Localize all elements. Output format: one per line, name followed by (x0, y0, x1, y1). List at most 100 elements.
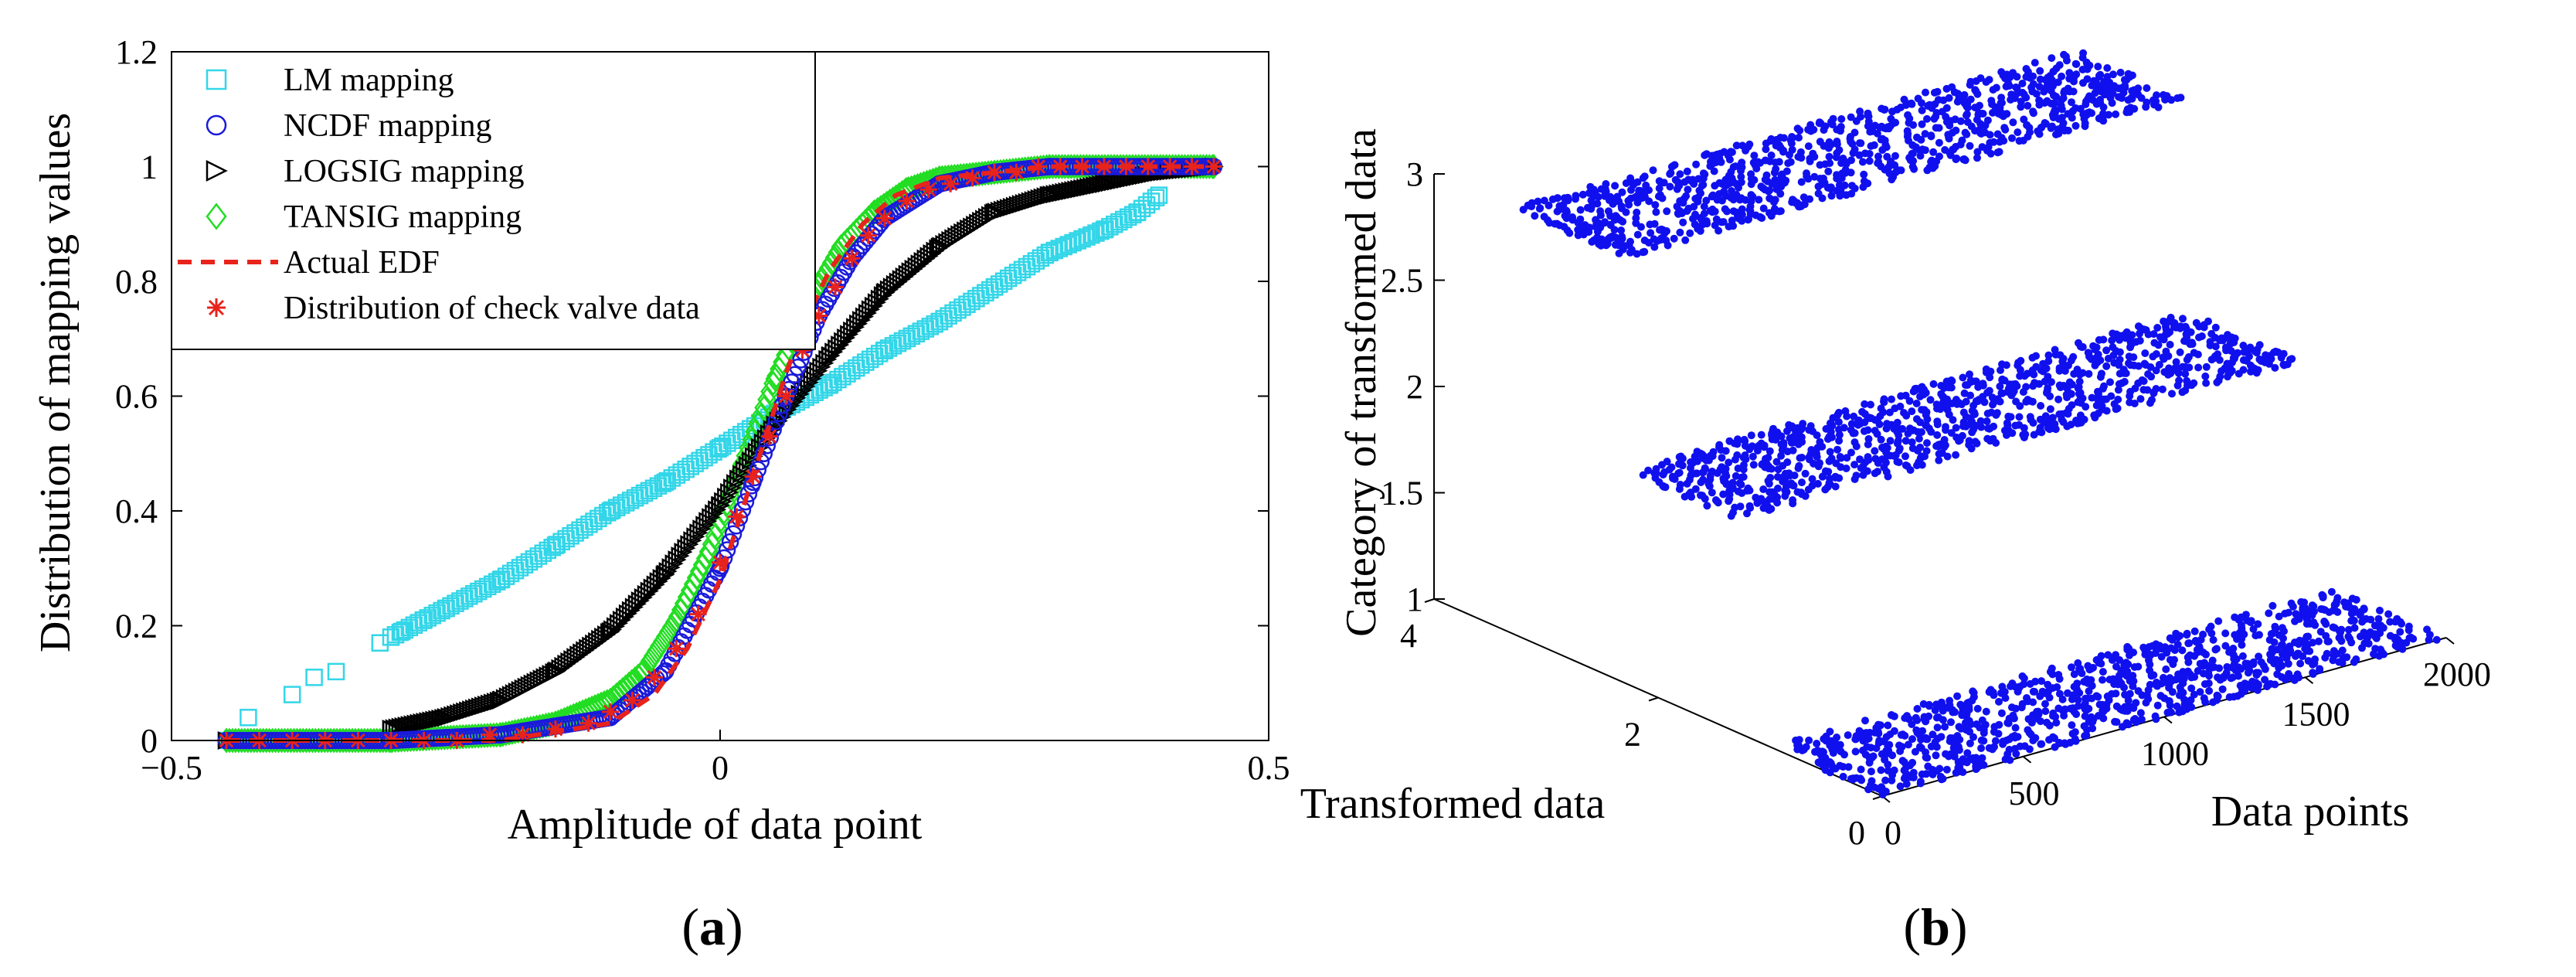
panel-b-point (2204, 662, 2212, 670)
panel-b-point (1947, 429, 1956, 437)
panel-b-point (2081, 732, 2089, 740)
panel-b-point (2200, 323, 2208, 332)
panel-a-legend-label: LOGSIG mapping (284, 154, 524, 189)
panel-b-point (1702, 456, 1711, 465)
panel-b-point (2202, 363, 2211, 371)
panel-b-point (2144, 686, 2153, 694)
panel-b-point (1835, 425, 1843, 434)
panel-b-point (2364, 631, 2371, 639)
series-logsig-mapping-point (858, 303, 878, 323)
series-logsig-mapping-point (643, 578, 662, 597)
panel-b-point (1839, 155, 1847, 162)
panel-b-point (1738, 158, 1746, 167)
panel-b-point (2238, 614, 2246, 621)
panel-b-point (1795, 134, 1803, 142)
panel-b-point (2297, 597, 2306, 606)
panel-b-point (2299, 610, 2306, 618)
panel-b-point (2058, 72, 2066, 80)
panel-b-point (2065, 87, 2074, 96)
panel-b-point (2016, 366, 2024, 374)
panel-b-tick-labels: 0 500 1000 1500 2000 0 2 41 1.5 2 2.5 3 (1381, 155, 2491, 852)
series-ncdf-mapping-point (786, 366, 804, 384)
panel-b-point (1837, 463, 1845, 471)
panel-b-point (1973, 148, 1982, 156)
panel-b-point (1765, 187, 1772, 196)
panel-b-point (1893, 458, 1901, 466)
panel-b-point (1847, 113, 1855, 121)
series-logsig-mapping-point (546, 662, 566, 681)
panel-b-point (1786, 158, 1795, 166)
series-logsig-mapping-point (717, 487, 736, 506)
panel-b-point (2015, 413, 2024, 421)
panel-b-point (1596, 207, 1605, 216)
panel-b-point (1788, 133, 1796, 141)
panel-b-point (1891, 151, 1899, 160)
panel-b-point (2099, 668, 2107, 676)
panel-b-point (2112, 702, 2121, 710)
panel-b-point (2205, 625, 2214, 634)
panel-a-legend-swatch (206, 203, 227, 230)
panel-b-point (1909, 773, 1918, 781)
panel-b-z-tick-label: 2 (1406, 368, 1423, 406)
panel-b-point (2065, 74, 2074, 83)
panel-b-point (1535, 205, 1544, 213)
panel-b-point (1881, 776, 1890, 785)
panel-b-point (1611, 182, 1619, 190)
panel-b-point (1979, 393, 1987, 401)
panel-b-point (2176, 348, 2184, 356)
panel-b-point (1813, 479, 1822, 488)
series-lm-mapping-point (1073, 230, 1091, 248)
panel-b-point (1941, 723, 1949, 731)
panel-b-point (2153, 701, 2162, 710)
panel-b-point (1923, 735, 1932, 744)
panel-b-point (1715, 226, 1723, 235)
series-check-valve-data-point (986, 163, 1003, 181)
panel-b-point (1898, 730, 1907, 739)
panel-b-point (2096, 114, 2105, 122)
series-tansig-mapping-point (824, 244, 845, 271)
panel-b-point (2336, 633, 2344, 642)
panel-b-point (2112, 718, 2121, 727)
panel-b-point (1626, 248, 1634, 257)
panel-a-tick-labels: −0.5 0 0.500.20.40.60.811.2 (115, 33, 1290, 787)
panel-b-point (1633, 208, 1641, 216)
panel-b-point (2018, 672, 2027, 680)
series-logsig-mapping-point (803, 369, 822, 388)
panel-b-point (1884, 123, 1892, 131)
panel-b-point (1924, 762, 1932, 771)
panel-b-point (2024, 101, 2032, 110)
panel-b-point (2045, 721, 2054, 730)
panel-b-x-tick-label: 0 (1884, 814, 1901, 852)
panel-b-point (2391, 633, 2400, 642)
panel-b-y-tick-label: 0 (1848, 814, 1865, 852)
series-lm-mapping-point (305, 669, 323, 686)
series-logsig-mapping-point (612, 611, 631, 630)
panel-b-point (1700, 203, 1708, 211)
series-logsig-mapping-point (875, 283, 895, 302)
panel-b-point (2124, 96, 2133, 104)
panel-b-point (1736, 502, 1745, 511)
panel-b-point (1528, 203, 1536, 211)
panel-b-point (1917, 135, 1925, 144)
panel-b-point (1795, 736, 1803, 744)
panel-b-point (1765, 194, 1774, 203)
panel-b-point (1678, 461, 1687, 470)
panel-b-point (2068, 730, 2077, 738)
panel-b-point (1833, 410, 1842, 419)
panel-b-point (1804, 485, 1813, 494)
series-check-valve-data-point (514, 726, 532, 744)
series-logsig-mapping-point (930, 237, 950, 257)
panel-b-point (1836, 740, 1844, 749)
panel-b-point (1860, 427, 1868, 435)
panel-b-point (1816, 119, 1825, 128)
panel-b-point (1764, 454, 1772, 462)
panel-b-point (1725, 155, 1734, 164)
panel-b-x-tick (2163, 716, 2173, 724)
panel-b-point (1826, 475, 1834, 483)
panel-b-point (1831, 764, 1840, 773)
panel-b-point (1718, 218, 1726, 226)
panel-b-point (2068, 721, 2076, 730)
panel-b-point (2289, 602, 2297, 611)
panel-b-point (2114, 386, 2122, 394)
series-check-valve-data-point (481, 726, 498, 744)
